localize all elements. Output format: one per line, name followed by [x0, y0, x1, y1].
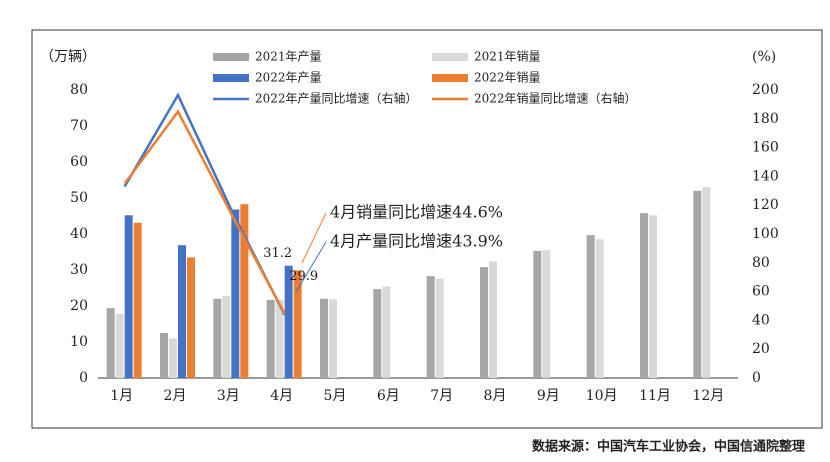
- bar: [586, 235, 595, 378]
- legend-swatch: [213, 53, 249, 61]
- x-tick-label: 7月: [430, 388, 453, 404]
- y2-tick-label: 80: [752, 255, 770, 271]
- bar: [275, 299, 284, 378]
- chart-frame: [31, 29, 823, 429]
- data-label: 29.9: [289, 269, 318, 284]
- annotation: 4月销量同比增速44.6%: [330, 203, 503, 222]
- bar: [178, 245, 186, 378]
- bar: [595, 239, 604, 378]
- bar: [329, 299, 337, 378]
- y-tick-label: 30: [70, 262, 88, 278]
- y2-tick-label: 140: [752, 168, 779, 184]
- y2-tick-label: 160: [752, 140, 779, 156]
- x-tick-label: 11月: [639, 388, 671, 404]
- bar: [480, 267, 488, 378]
- bar: [187, 257, 195, 378]
- line-series: [123, 92, 286, 316]
- y2-axis-label: (%): [752, 49, 776, 65]
- bar: [124, 215, 133, 378]
- bar: [133, 222, 142, 378]
- y-axis-label: （万辆）: [40, 49, 96, 65]
- x-tick-label: 6月: [377, 388, 400, 404]
- y2-tick-label: 0: [752, 370, 761, 386]
- data-label: 31.2: [263, 246, 292, 261]
- y2-tick-label: 120: [752, 197, 779, 213]
- bar: [169, 338, 177, 378]
- y2-tick-label: 40: [752, 312, 770, 328]
- legend-label: 2022年销量同比增速（右轴）: [474, 91, 637, 106]
- x-tick-label: 12月: [692, 388, 724, 404]
- legend-swatch: [432, 74, 468, 82]
- bar: [489, 261, 497, 378]
- legend-label: 2022年销量: [474, 71, 541, 85]
- y-tick-label: 10: [70, 334, 88, 350]
- source-note: 数据来源：中国汽车工业协会，中国信通院整理: [532, 439, 805, 455]
- y2-tick-label: 60: [752, 284, 770, 300]
- bar: [106, 308, 115, 378]
- x-tick-label: 5月: [324, 388, 347, 404]
- bar: [693, 190, 702, 378]
- annotation-leader: [295, 241, 327, 293]
- bar: [649, 215, 657, 378]
- y2-tick-label: 100: [752, 226, 779, 242]
- bar: [160, 333, 168, 378]
- y-tick-label: 60: [70, 154, 88, 170]
- x-tick-label: 8月: [484, 388, 507, 404]
- x-tick-label: 9月: [537, 388, 560, 404]
- y-tick-label: 80: [70, 82, 88, 98]
- bar: [533, 250, 542, 378]
- bar: [240, 204, 249, 378]
- x-tick-label: 10月: [586, 388, 618, 404]
- y2-tick-label: 200: [752, 82, 779, 98]
- bar: [320, 298, 328, 378]
- y-tick-label: 50: [70, 190, 88, 206]
- bar: [213, 298, 222, 378]
- legend-swatch: [213, 74, 249, 82]
- bar: [231, 209, 240, 378]
- bar: [382, 286, 391, 378]
- x-tick-label: 1月: [110, 388, 133, 404]
- legend-label: 2021年销量: [474, 50, 541, 64]
- bar: [266, 299, 275, 378]
- annotation: 4月产量同比增速43.9%: [330, 232, 503, 251]
- legend-label: 2022年产量同比增速（右轴）: [255, 91, 418, 106]
- y-tick-label: 20: [70, 298, 88, 314]
- bar: [640, 213, 648, 378]
- bar: [115, 313, 124, 378]
- bar: [702, 187, 711, 378]
- bar: [426, 276, 435, 378]
- y-tick-label: 70: [70, 118, 88, 134]
- y2-tick-label: 20: [752, 341, 770, 357]
- bar: [373, 289, 382, 378]
- y-tick-label: 0: [79, 370, 88, 386]
- bar: [222, 295, 231, 378]
- bar: [293, 270, 302, 378]
- bar: [284, 265, 293, 378]
- line-series: [123, 109, 286, 315]
- legend-label: 2022年产量: [255, 71, 322, 85]
- y2-tick-label: 180: [752, 111, 779, 127]
- y-tick-label: 40: [70, 226, 88, 242]
- x-tick-label: 2月: [164, 388, 187, 404]
- bar: [435, 278, 444, 378]
- annotation-leader: [301, 212, 327, 264]
- legend-label: 2021年产量: [255, 50, 322, 64]
- x-tick-label: 4月: [270, 388, 293, 404]
- x-tick-label: 3月: [217, 388, 240, 404]
- bar: [542, 250, 551, 378]
- legend-swatch: [432, 53, 468, 61]
